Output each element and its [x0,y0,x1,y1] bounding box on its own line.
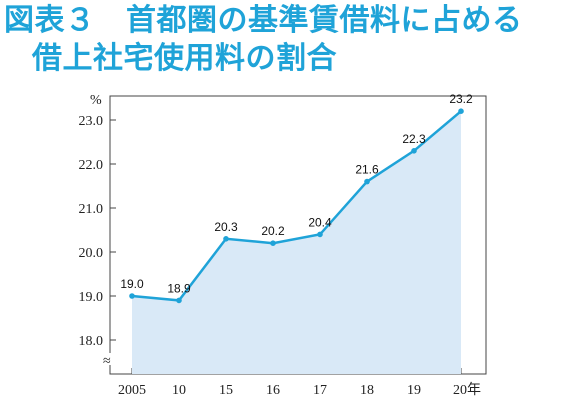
x-tick-label: 10 [172,383,186,398]
y-tick-label: 21.0 [79,202,104,217]
y-tick-label: 19.0 [79,290,104,305]
axis-break-marker: ≈ [102,353,118,369]
data-point [364,178,370,185]
y-tick-label: 22.0 [79,158,104,173]
x-tick-label: 19 [407,383,421,398]
data-label: 20.2 [261,224,285,238]
chart-title-line1: 図表３ 首都圏の基準賃借料に占める [4,3,523,38]
axis-break-symbol: ≈ [103,354,111,369]
data-point [129,293,135,299]
x-tick-label: 18 [360,383,374,398]
x-tick-label: 16 [266,383,280,398]
y-tick-label: 23.0 [79,114,104,129]
data-point [223,236,229,242]
data-label: 18.9 [167,281,191,295]
x-tick-label: 2005 [118,383,146,398]
x-tick-label: 17 [313,383,327,398]
data-label: 22.3 [402,132,426,146]
y-tick-label: 18.0 [79,334,104,349]
y-axis: 18.0 19.0 20.0 21.0 22.0 23.0 [79,114,116,349]
y-tick-label: 20.0 [79,246,104,261]
x-tick-label: 20年 [453,382,481,398]
y-unit-label: % [90,93,102,108]
data-label: 19.0 [120,277,144,291]
data-point [176,297,182,304]
data-point [270,240,276,246]
data-point [317,231,323,238]
data-label: 21.6 [355,163,379,177]
x-axis: 2005 10 15 16 17 18 19 20年 [118,368,481,398]
data-point [458,108,464,114]
data-points [129,108,464,304]
data-label: 20.4 [308,215,332,229]
chart-title: 図表３ 首都圏の基準賃借料に占める 借上社宅使用料の割合 [4,2,523,78]
data-label: 23.2 [449,92,473,106]
x-tick-label: 15 [219,383,233,398]
area-fill [132,111,461,374]
data-point [411,148,417,154]
series-line [131,110,462,302]
data-labels: 19.0 18.9 20.3 20.2 20.4 21.6 22.3 23.2 [120,92,473,295]
chart-title-line2: 借上社宅使用料の割合 [32,41,337,76]
data-label: 20.3 [214,220,238,234]
